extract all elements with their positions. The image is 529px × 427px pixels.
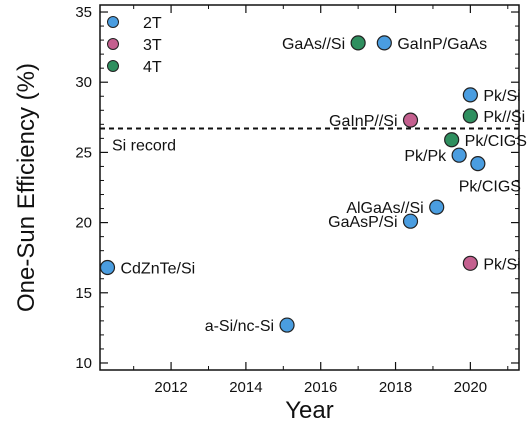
data-point-label: Pk/Si [483,256,520,273]
x-tick-label: 2018 [379,379,412,396]
data-point [279,317,295,333]
x-tick-label: 2016 [304,379,337,396]
data-point [429,199,445,215]
si-record-label: Si record [112,138,176,155]
data-point-label: CdZnTe/Si [120,261,195,278]
data-point-label: GaAs//Si [282,36,345,53]
data-point-label: GaInP/GaAs [397,36,487,53]
data-point-label: Pk/Si [483,88,520,105]
y-tick-label: 35 [75,4,92,21]
y-tick-label: 30 [75,74,92,91]
data-point [350,35,366,51]
legend-marker [107,16,119,28]
data-point-label: Pk/Pk [404,148,447,165]
data-point-label: a-Si/nc-Si [205,318,274,335]
legend-marker [107,60,119,72]
x-tick-label: 2020 [454,379,487,396]
legend-label: 4T [143,59,162,76]
plot-frame [99,4,520,371]
legend-marker [107,38,119,50]
data-point [470,156,486,172]
y-tick-label: 15 [75,285,92,302]
y-tick-label: 25 [75,144,92,161]
legend-label: 2T [143,15,162,32]
data-point-label: AlGaAs//Si [346,200,423,217]
y-axis-title: One-Sun Efficiency (%) [13,63,40,312]
data-point-label: GaInP//Si [329,113,397,130]
data-point [402,112,419,128]
data-point [376,35,392,51]
data-point-label: Pk//Si [483,109,525,126]
legend-label: 3T [143,37,162,54]
data-point-label: GaAsP/Si [328,214,397,231]
x-axis-title: Year [285,397,334,424]
data-point [462,255,478,271]
x-tick-label: 2012 [154,379,187,396]
data-point [99,259,116,276]
data-point-label: Pk/CIGS [459,179,521,196]
data-point-label: Pk/CIGS [465,133,527,150]
data-point [462,108,478,124]
data-point [451,147,467,163]
x-tick-label: 2014 [229,379,262,396]
y-tick-label: 20 [75,215,92,232]
data-point [462,87,478,103]
y-tick-label: 10 [75,355,92,372]
data-point [444,132,460,148]
data-point [402,213,419,229]
